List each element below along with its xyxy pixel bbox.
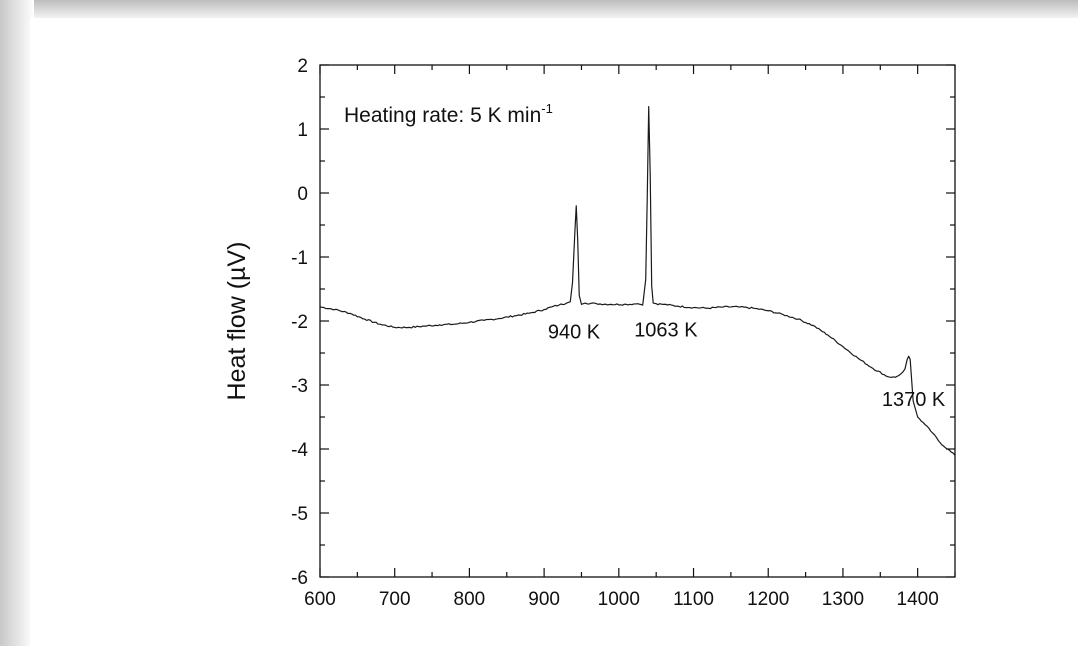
y-tick-label: -6: [291, 568, 308, 589]
y-tick-label: -4: [291, 440, 308, 461]
peak-label: 940 K: [548, 322, 601, 344]
peak-label: 1370 K: [882, 389, 946, 411]
x-tick-label: 800: [454, 589, 486, 610]
y-tick-label: 2: [297, 56, 308, 77]
y-axis-label: Heat flow (µV): [223, 242, 251, 401]
page-top-shadow: [0, 0, 1078, 22]
y-tick-label: -5: [291, 504, 308, 525]
x-tick-label: 1200: [747, 589, 789, 610]
peak-labels: 940 K 1063 K 1370 K: [548, 320, 946, 411]
y-tick-label: -3: [291, 376, 308, 397]
x-tick-label: 1400: [897, 589, 939, 610]
x-tick-label: 1300: [822, 589, 864, 610]
heating-rate-annotation: Heating rate: 5 K min-1: [344, 101, 553, 127]
heating-rate-text: Heating rate: 5 K min: [344, 104, 541, 127]
x-tick-label: 900: [528, 589, 560, 610]
y-tick-label: -2: [291, 312, 308, 333]
plot-frame: [319, 64, 956, 578]
page-left-shadow: [0, 0, 34, 646]
x-tick-label: 600: [304, 589, 336, 610]
x-tick-label: 1000: [598, 589, 640, 610]
tick-labels: 600 700 800 900 1000 1100 1200 1300 1400 2 1 0 -1 -2 -…: [291, 56, 939, 610]
peak-label: 1063 K: [634, 320, 698, 342]
heating-rate-superscript: -1: [541, 101, 553, 116]
x-tick-label: 1100: [673, 589, 714, 610]
heat-flow-curve: [319, 106, 956, 456]
y-tick-label: -1: [291, 248, 308, 269]
y-tick-label: 1: [297, 120, 308, 141]
y-tick-label: 0: [297, 184, 308, 205]
x-tick-label: 700: [379, 589, 411, 610]
page-sheet: [30, 18, 1078, 646]
